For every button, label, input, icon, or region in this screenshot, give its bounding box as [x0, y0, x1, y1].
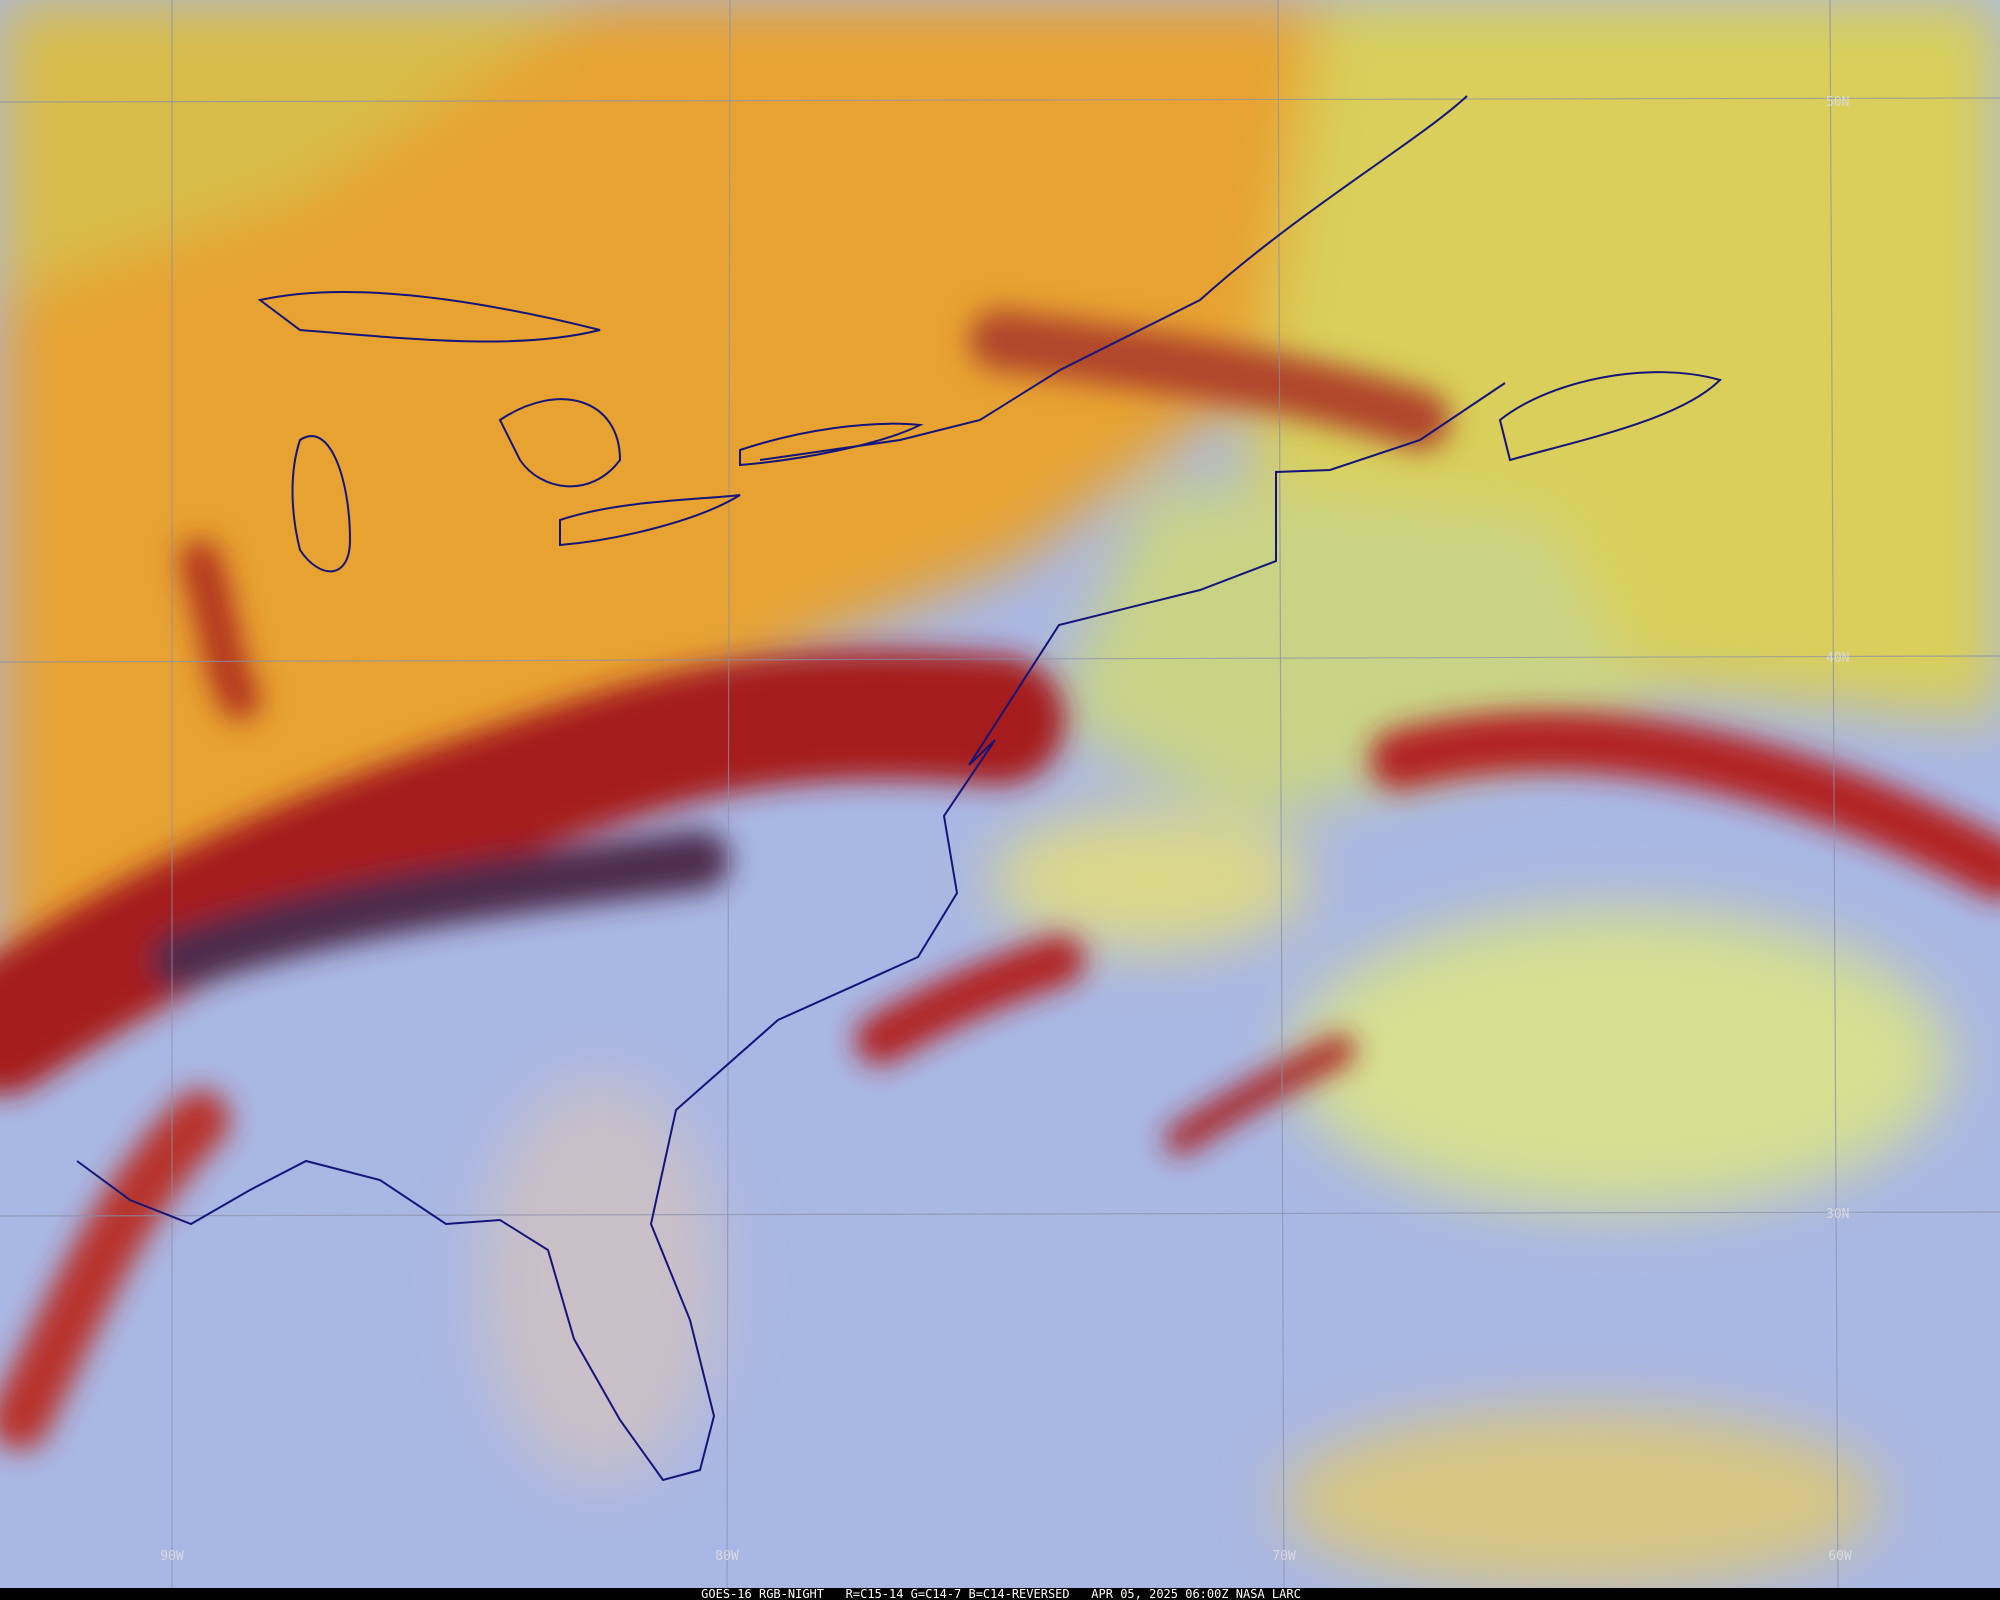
grid-line — [726, 0, 731, 1591]
lake — [559, 494, 741, 547]
longitude-label: 70W — [1272, 1549, 1296, 1564]
lake — [257, 290, 601, 343]
lake — [739, 422, 924, 467]
grid-line — [1277, 0, 1285, 1591]
footer-bar — [0, 1588, 2000, 1600]
longitude-label: 90W — [160, 1549, 184, 1564]
longitude-label: 60W — [1828, 1549, 1852, 1564]
lake — [498, 398, 622, 488]
latitude-label: 30N — [1826, 1207, 1849, 1222]
lake — [291, 435, 352, 573]
grid-line — [1829, 0, 1839, 1591]
coastlines — [76, 95, 1722, 1482]
grid-labels: 50N 40N 30N 90W 80W 70W 60W — [160, 95, 1852, 1564]
latitude-label: 50N — [1826, 95, 1849, 110]
grid-line — [0, 97, 2000, 103]
coastline — [76, 95, 1506, 1482]
peninsula — [1498, 371, 1722, 462]
grid-line — [0, 1211, 2000, 1217]
grid-line — [0, 655, 2000, 663]
longitude-label: 80W — [715, 1549, 739, 1564]
latitude-label: 40N — [1826, 651, 1849, 666]
footer-text: GOES-16 RGB-NIGHT R=C15-14 G=C14-7 B=C14… — [701, 1587, 1301, 1600]
